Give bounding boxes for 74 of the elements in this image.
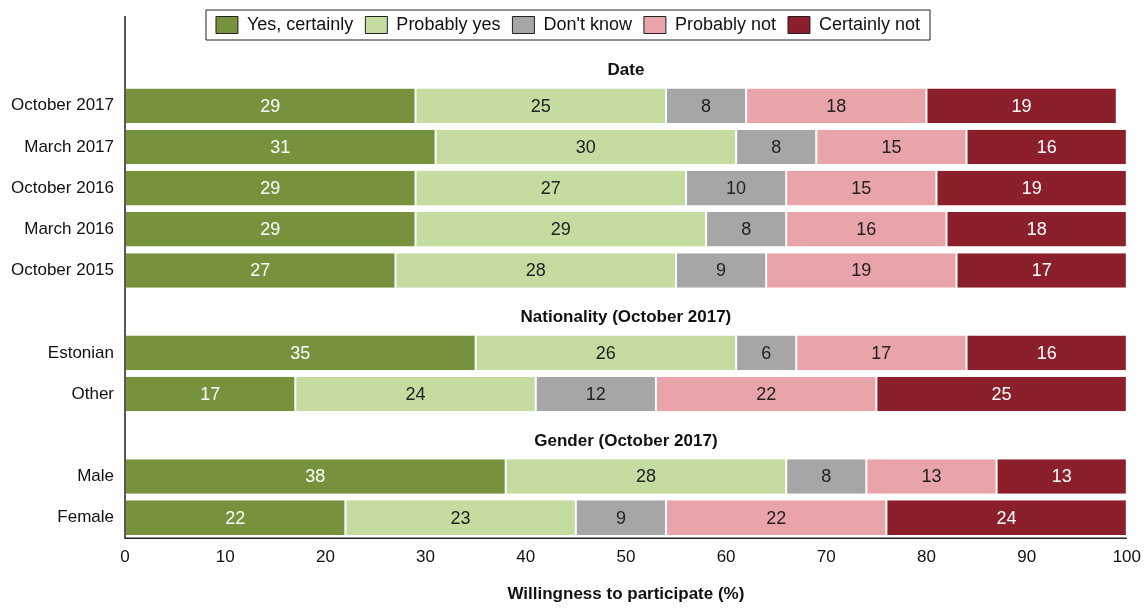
data-label: 17 <box>200 384 221 405</box>
data-label: 15 <box>851 178 872 199</box>
data-label: 13 <box>921 466 942 487</box>
data-label: 29 <box>260 95 281 116</box>
y-tick-label: Estonian <box>47 342 115 362</box>
data-label: 24 <box>996 507 1017 528</box>
x-tick-label: 90 <box>1017 547 1037 567</box>
data-label: 8 <box>821 466 832 487</box>
x-tick-label: 70 <box>816 547 836 567</box>
data-label: 19 <box>851 260 872 281</box>
data-label: 29 <box>550 219 571 240</box>
annotation: Nationality (October 2017) <box>520 307 732 327</box>
data-label: 16 <box>1036 342 1057 363</box>
y-tick-label: October 2015 <box>11 260 115 280</box>
data-label: 12 <box>585 384 606 405</box>
y-tick-label: Female <box>57 507 115 527</box>
data-label: 25 <box>530 95 551 116</box>
data-label: 28 <box>635 466 656 487</box>
legend-label: Yes, certainly <box>246 13 354 34</box>
data-label: 13 <box>1051 466 1072 487</box>
y-tick-label: October 2016 <box>11 177 115 197</box>
data-label: 18 <box>1026 219 1047 240</box>
data-label: 38 <box>305 466 326 487</box>
x-tick-label: 100 <box>1112 547 1142 567</box>
legend-label: Don't know <box>543 13 633 34</box>
data-label: 17 <box>871 342 892 363</box>
x-tick-label: 20 <box>315 547 335 567</box>
data-label: 30 <box>575 136 596 157</box>
data-label: 18 <box>826 95 847 116</box>
y-tick-label: Male <box>77 466 115 486</box>
data-label: 22 <box>766 507 787 528</box>
legend-label: Probably yes <box>396 13 501 34</box>
x-tick-label: 30 <box>416 547 436 567</box>
data-label: 26 <box>595 342 616 363</box>
data-label: 9 <box>716 260 727 281</box>
y-tick-label: March 2016 <box>24 219 115 239</box>
data-label: 6 <box>761 342 772 363</box>
data-label: 16 <box>1036 136 1057 157</box>
data-label: 29 <box>260 178 281 199</box>
x-tick-label: 40 <box>516 547 536 567</box>
legend-label: Certainly not <box>818 13 921 34</box>
x-tick-label: 60 <box>716 547 736 567</box>
data-label: 24 <box>405 384 426 405</box>
data-label: 19 <box>1021 178 1042 199</box>
data-label: 35 <box>290 342 311 363</box>
annotation: Date <box>607 60 645 80</box>
data-label: 22 <box>225 507 246 528</box>
data-label: 28 <box>525 260 546 281</box>
x-tick-label: 80 <box>917 547 936 567</box>
data-label: 15 <box>881 136 902 157</box>
data-label: 8 <box>741 219 752 240</box>
x-tick-label: 50 <box>616 547 636 567</box>
x-tick-label: 0 <box>120 547 130 567</box>
data-label: 25 <box>991 384 1012 405</box>
y-tick-label: October 2017 <box>11 95 115 115</box>
data-label: 10 <box>726 178 747 199</box>
data-label: 27 <box>250 260 271 281</box>
x-axis-title: Willingness to participate (%) <box>507 584 745 604</box>
data-label: 8 <box>701 95 712 116</box>
data-label: 19 <box>1011 95 1032 116</box>
annotation: Gender (October 2017) <box>534 430 718 450</box>
data-label: 9 <box>615 507 626 528</box>
x-tick-label: 10 <box>215 547 235 567</box>
data-label: 17 <box>1031 260 1052 281</box>
data-label: 16 <box>856 219 877 240</box>
data-label: 23 <box>450 507 471 528</box>
data-label: 27 <box>540 178 561 199</box>
legend-label: Probably not <box>674 13 776 34</box>
data-label: 8 <box>771 136 782 157</box>
y-tick-label: March 2017 <box>24 136 115 156</box>
y-tick-label: Other <box>71 383 115 403</box>
data-label: 22 <box>756 384 777 405</box>
data-label: 31 <box>270 136 291 157</box>
data-label: 29 <box>260 219 281 240</box>
